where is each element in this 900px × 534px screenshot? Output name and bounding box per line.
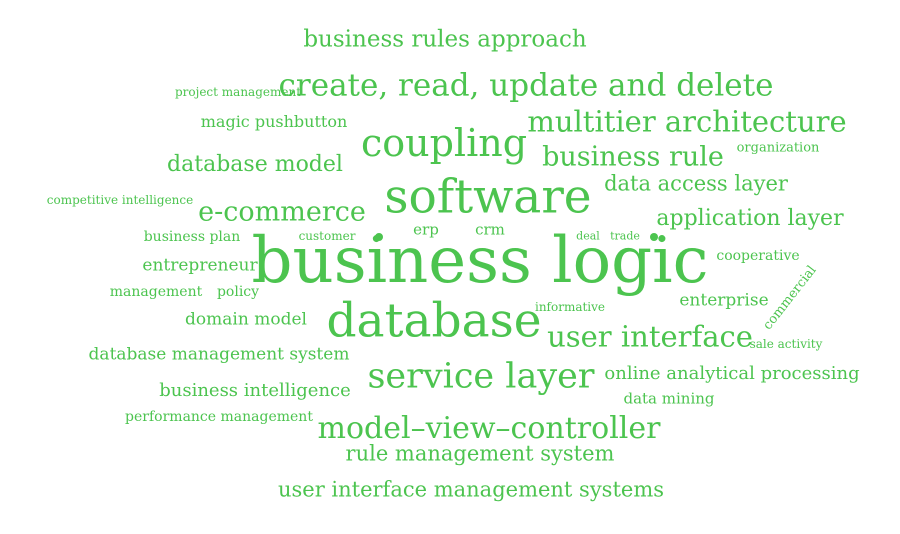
- word-competitive-intelligence: competitive intelligence: [46, 193, 194, 207]
- word-business-logic: business logic: [251, 224, 709, 298]
- word-management: management: [109, 284, 203, 300]
- word-customer: customer: [298, 229, 356, 243]
- dot-right: [650, 233, 658, 241]
- word-entrepreneur: entrepreneur: [142, 255, 258, 276]
- word-commercial: commercial: [760, 263, 820, 333]
- word-data-mining: data mining: [623, 389, 715, 408]
- word-domain-model: domain model: [185, 309, 307, 330]
- word-enterprise: enterprise: [679, 290, 769, 311]
- word-data-access-layer: data access layer: [604, 171, 788, 196]
- word-software: software: [384, 169, 592, 225]
- word-project-management: project management: [174, 85, 302, 99]
- word-crud: create, read, update and delete: [278, 67, 774, 104]
- word-informative: informative: [534, 300, 606, 314]
- word-policy: policy: [216, 284, 260, 300]
- word-service-layer: service layer: [367, 356, 595, 397]
- word-business-rules-approach: business rules approach: [303, 26, 587, 53]
- word-erp: erp: [413, 220, 439, 239]
- word-business-intelligence: business intelligence: [159, 380, 351, 401]
- word-database: database: [326, 293, 542, 349]
- word-magic-pushbutton: magic pushbutton: [200, 112, 348, 131]
- word-cooperative: cooperative: [716, 248, 800, 264]
- word-deal: deal: [576, 229, 600, 243]
- word-mvc: model–view–controller: [317, 411, 661, 446]
- word-multitier-architecture: multitier architecture: [527, 104, 847, 139]
- word-application-layer: application layer: [656, 206, 844, 231]
- word-sale-activity: sale activity: [749, 337, 823, 351]
- word-organization: organization: [736, 140, 820, 156]
- word-user-interface: user interface: [547, 319, 753, 354]
- word-coupling: coupling: [360, 121, 528, 165]
- dot-left: [375, 233, 383, 241]
- word-rule-management-system: rule management system: [345, 441, 615, 466]
- word-business-rule: business rule: [542, 141, 724, 173]
- word-crm: crm: [475, 220, 505, 239]
- word-database-management-system: database management system: [88, 344, 350, 365]
- word-database-model: database model: [167, 152, 343, 177]
- word-performance-management: performance management: [125, 409, 313, 425]
- word-business-plan: business plan: [143, 229, 241, 245]
- word-olap: online analytical processing: [604, 363, 860, 384]
- word-uims: user interface management systems: [277, 477, 665, 502]
- word-e-commerce: e-commerce: [198, 196, 366, 228]
- word-trade: trade: [610, 229, 640, 243]
